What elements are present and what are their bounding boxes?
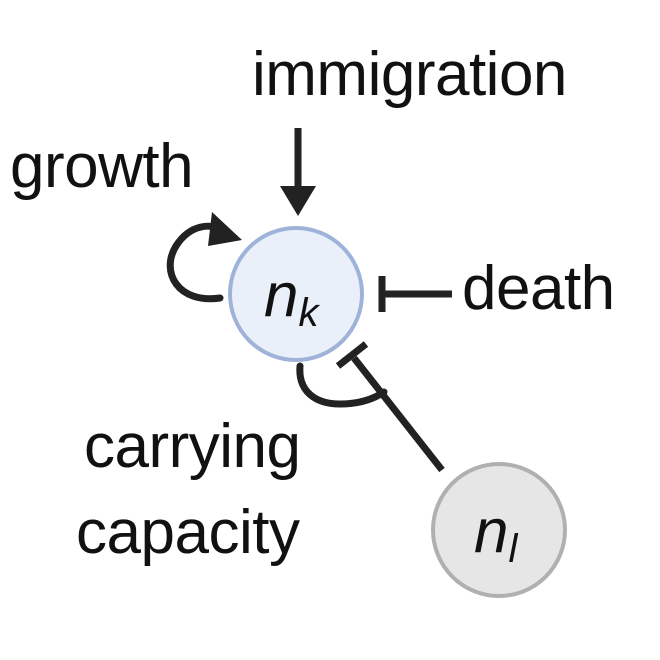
competition-inhibition-line — [351, 355, 445, 473]
node-nk-label: nk — [264, 261, 320, 335]
node-nk-subscript: k — [298, 291, 320, 335]
growth-loop-arrow — [166, 222, 230, 303]
node-nl-base: n — [474, 497, 508, 566]
node-nl-subscript: l — [508, 527, 518, 571]
growth-arrowhead — [208, 212, 242, 246]
carrying-capacity-curve — [296, 362, 388, 408]
node-nl-circle — [431, 462, 567, 598]
carrying-label-line1: carrying — [84, 412, 301, 481]
competition-inhibition-bar — [335, 341, 369, 369]
growth-label: growth — [10, 132, 194, 201]
carrying-label-line2: capacity — [76, 498, 300, 567]
immigration-arrowhead — [280, 186, 316, 216]
death-label: death — [462, 254, 615, 323]
node-nl-label: nl — [474, 497, 518, 571]
node-nk-circle — [228, 226, 364, 362]
immigration-label: immigration — [252, 40, 567, 109]
node-nk-base: n — [264, 261, 298, 330]
